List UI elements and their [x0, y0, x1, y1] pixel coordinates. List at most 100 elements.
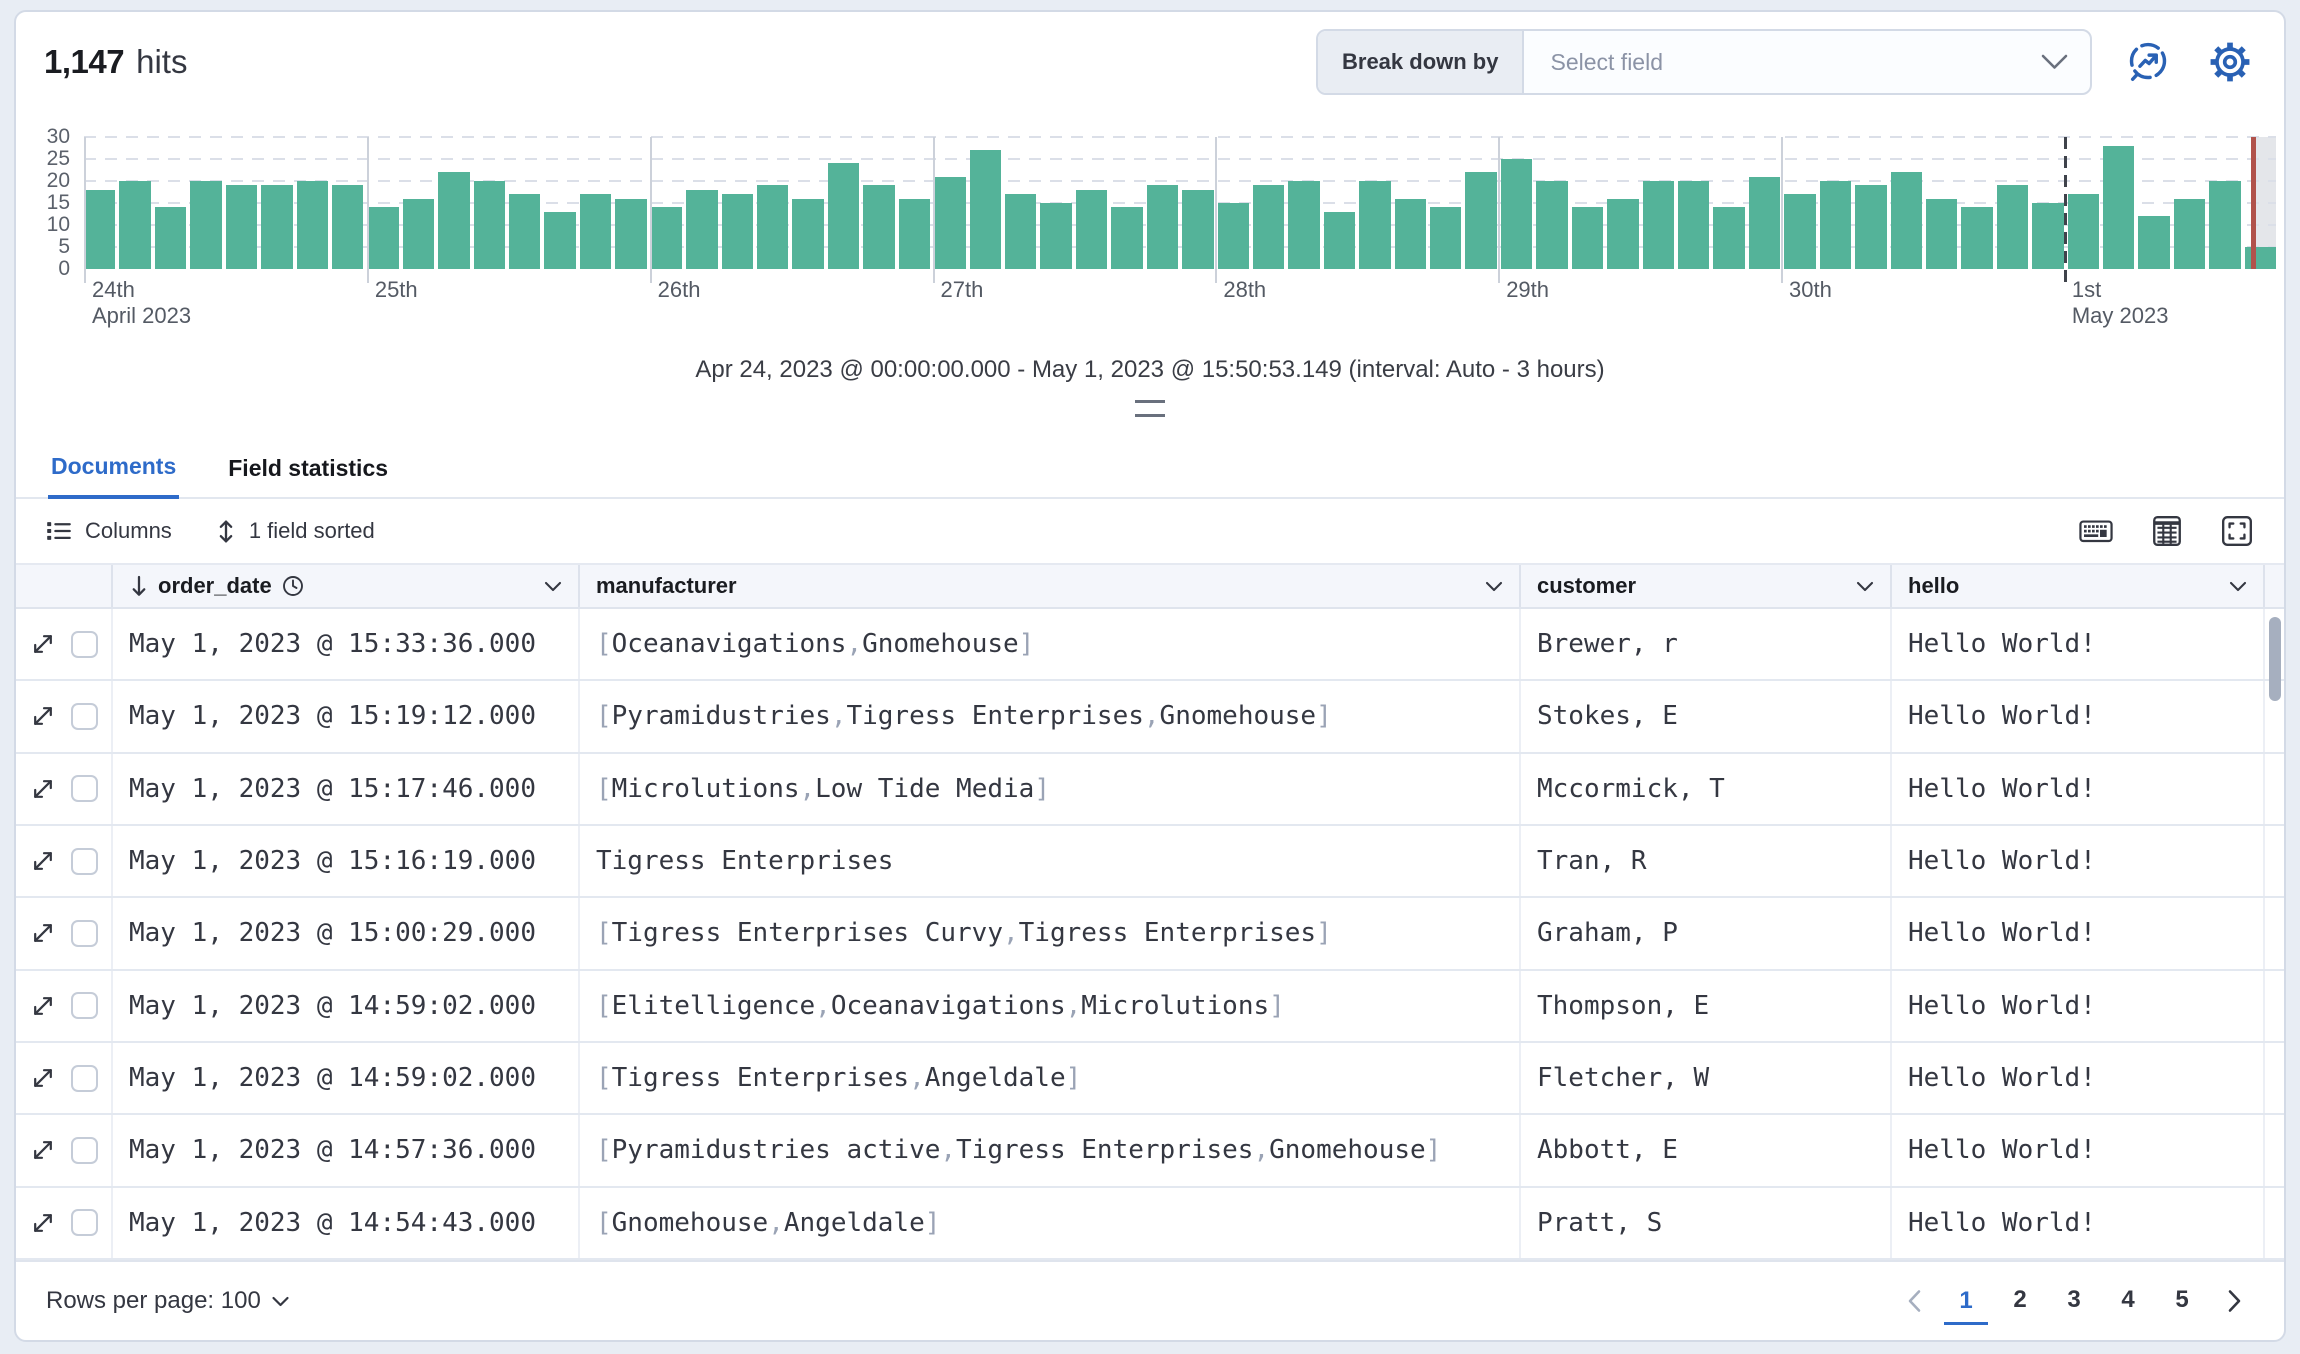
histogram-bar[interactable] — [1748, 176, 1781, 269]
histogram-bar[interactable] — [1961, 207, 1993, 269]
histogram-bar[interactable] — [2032, 203, 2064, 269]
histogram-bar[interactable] — [2173, 198, 2206, 269]
histogram-bar[interactable] — [1571, 207, 1604, 269]
expand-document-button[interactable] — [30, 993, 56, 1019]
row-checkbox[interactable] — [71, 630, 98, 658]
row-checkbox[interactable] — [71, 847, 98, 875]
row-checkbox[interactable] — [71, 702, 98, 730]
breakdown-field-select[interactable]: Select field — [1524, 31, 2090, 93]
histogram-bar[interactable] — [2103, 145, 2135, 269]
histogram-bar[interactable] — [261, 185, 293, 269]
vertical-scrollbar-thumb[interactable] — [2269, 617, 2281, 701]
histogram-bar[interactable] — [1394, 198, 1427, 269]
column-header-hello[interactable]: hello — [1892, 565, 2265, 607]
expand-document-button[interactable] — [30, 703, 56, 729]
histogram-plot[interactable]: 24th April 2023 25th 26th 27th 28th 29th 30th 1s… — [84, 136, 2277, 328]
row-checkbox[interactable] — [71, 992, 98, 1020]
histogram-bar[interactable] — [615, 198, 647, 269]
next-page-button[interactable] — [2214, 1279, 2254, 1323]
row-checkbox[interactable] — [71, 775, 98, 803]
expand-document-button[interactable] — [30, 1210, 56, 1236]
expand-document-button[interactable] — [30, 631, 56, 657]
keyboard-shortcuts-icon[interactable] — [2078, 516, 2114, 546]
histogram-bar[interactable] — [1784, 194, 1816, 269]
histogram-bar[interactable] — [1430, 207, 1462, 269]
histogram-bar[interactable] — [367, 207, 399, 269]
histogram-bar[interactable] — [1359, 181, 1391, 269]
histogram-bar[interactable] — [1855, 185, 1887, 269]
histogram-bar[interactable] — [296, 181, 328, 269]
row-checkbox[interactable] — [71, 919, 98, 947]
histogram-bar[interactable] — [473, 181, 506, 269]
chart-resize-handle[interactable] — [1135, 400, 1165, 417]
tab-documents[interactable]: Documents — [48, 453, 180, 499]
row-checkbox[interactable] — [71, 1136, 98, 1164]
histogram-bar[interactable] — [509, 194, 541, 269]
histogram-bar[interactable] — [544, 211, 576, 269]
column-header-manufacturer[interactable]: manufacturer — [580, 565, 1521, 607]
rows-per-page-button[interactable]: Rows per page: 100 — [46, 1287, 290, 1315]
histogram-bar[interactable] — [2067, 194, 2100, 269]
histogram-bar[interactable] — [2209, 181, 2241, 269]
page-button-4[interactable]: 4 — [2121, 1285, 2135, 1313]
histogram-bar[interactable] — [1217, 203, 1249, 269]
histogram-bar[interactable] — [438, 172, 470, 269]
histogram-bar[interactable] — [1500, 159, 1533, 269]
tab-field-statistics[interactable]: Field statistics — [228, 455, 389, 481]
histogram-bar[interactable] — [1288, 181, 1320, 269]
histogram-bar[interactable] — [1111, 207, 1143, 269]
histogram-bar[interactable] — [1536, 181, 1568, 269]
histogram-bar[interactable] — [757, 185, 789, 269]
row-checkbox[interactable] — [71, 1064, 98, 1092]
histogram-bar[interactable] — [1607, 198, 1639, 269]
page-button-1[interactable]: 1 — [1944, 1278, 1988, 1325]
row-checkbox[interactable] — [71, 1209, 98, 1237]
histogram-bar[interactable] — [898, 198, 931, 269]
histogram-bar[interactable] — [650, 207, 683, 269]
sorted-fields-button[interactable]: 1 field sorted — [216, 518, 375, 545]
expand-document-button[interactable] — [30, 776, 56, 802]
column-header-order-date[interactable]: order_date — [113, 565, 580, 607]
column-header-customer[interactable]: customer — [1521, 565, 1892, 607]
histogram-bar[interactable] — [190, 181, 222, 269]
histogram-bar[interactable] — [1713, 207, 1745, 269]
histogram-bar[interactable] — [1677, 181, 1710, 269]
histogram-bar[interactable] — [1146, 185, 1179, 269]
histogram-bar[interactable] — [686, 189, 718, 269]
columns-button[interactable]: Columns — [46, 518, 172, 544]
histogram-bar[interactable] — [1182, 189, 1214, 269]
previous-page-button[interactable] — [1894, 1279, 1934, 1323]
histogram-bar[interactable] — [1642, 181, 1674, 269]
settings-gear-icon[interactable] — [2204, 36, 2256, 88]
page-button-5[interactable]: 5 — [2175, 1285, 2189, 1313]
expand-document-button[interactable] — [30, 1137, 56, 1163]
histogram-bar[interactable] — [863, 185, 895, 269]
histogram-bar[interactable] — [154, 207, 187, 269]
chart-options-icon[interactable] — [2122, 36, 2174, 88]
expand-document-button[interactable] — [30, 920, 56, 946]
expand-document-button[interactable] — [30, 848, 56, 874]
histogram-bar[interactable] — [1996, 185, 2029, 269]
page-button-3[interactable]: 3 — [2067, 1285, 2081, 1313]
histogram-bar[interactable] — [1252, 185, 1285, 269]
histogram-bar[interactable] — [1925, 198, 1958, 269]
histogram-bar[interactable] — [119, 181, 151, 269]
histogram-bar[interactable] — [2244, 247, 2277, 269]
histogram-bar[interactable] — [969, 150, 1001, 269]
histogram-bar[interactable] — [1040, 203, 1072, 269]
histogram-bar[interactable] — [934, 176, 966, 269]
histogram-bar[interactable] — [402, 198, 435, 269]
expand-document-button[interactable] — [30, 1065, 56, 1091]
histogram-bar[interactable] — [792, 198, 824, 269]
histogram-bar[interactable] — [1465, 172, 1497, 269]
histogram-bar[interactable] — [1323, 211, 1356, 269]
histogram-bar[interactable] — [1819, 181, 1852, 269]
display-options-icon[interactable] — [2150, 514, 2184, 548]
histogram-bar[interactable] — [827, 163, 860, 269]
histogram-bar[interactable] — [721, 194, 754, 269]
histogram-bar[interactable] — [1004, 194, 1037, 269]
histogram-bar[interactable] — [579, 194, 612, 269]
histogram-bar[interactable] — [1075, 189, 1108, 269]
histogram-bar[interactable] — [331, 185, 364, 269]
fullscreen-icon[interactable] — [2220, 514, 2254, 548]
